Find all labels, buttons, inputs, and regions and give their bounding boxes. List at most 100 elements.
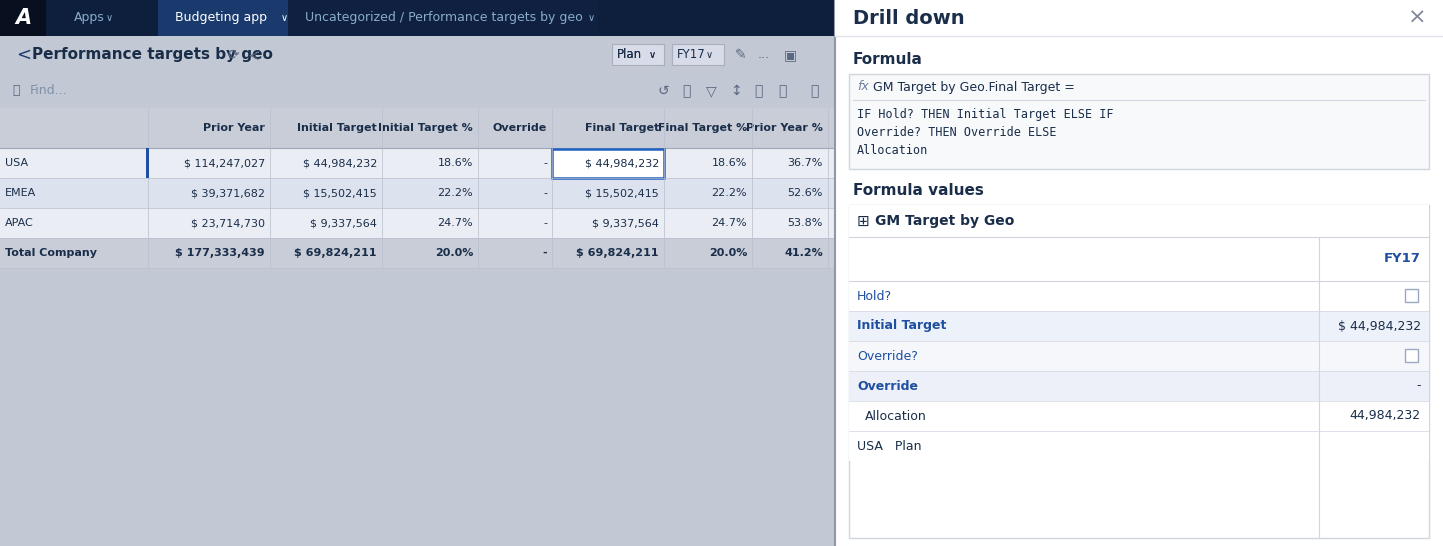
Bar xyxy=(157,0,289,36)
Text: -: - xyxy=(543,188,547,198)
Text: 44,984,232: 44,984,232 xyxy=(1349,410,1421,423)
Bar xyxy=(0,108,835,546)
Text: 22.2%: 22.2% xyxy=(711,188,747,198)
Text: $ 177,333,439: $ 177,333,439 xyxy=(176,248,266,258)
Bar xyxy=(848,371,1429,401)
Text: $ 9,337,564: $ 9,337,564 xyxy=(310,218,377,228)
Text: 22.2%: 22.2% xyxy=(437,188,473,198)
Bar xyxy=(848,74,1429,169)
Text: -: - xyxy=(543,158,547,168)
Text: 🔍: 🔍 xyxy=(955,10,964,26)
Text: Formula: Formula xyxy=(853,52,924,67)
Text: 🗋: 🗋 xyxy=(778,84,786,98)
Text: 18.6%: 18.6% xyxy=(711,158,747,168)
Text: $ 44,984,232: $ 44,984,232 xyxy=(1338,319,1421,333)
Text: ×: × xyxy=(1408,8,1427,28)
Text: ▽: ▽ xyxy=(706,84,717,98)
Text: ?: ? xyxy=(1036,10,1043,26)
Text: $ 15,502,415: $ 15,502,415 xyxy=(303,188,377,198)
Text: Override: Override xyxy=(492,123,547,133)
Text: ⬜: ⬜ xyxy=(683,84,690,98)
Bar xyxy=(835,0,1443,36)
Text: Performance targets by geo: Performance targets by geo xyxy=(32,48,273,62)
Text: $ 23,714,730: $ 23,714,730 xyxy=(190,218,266,228)
Text: Drill down: Drill down xyxy=(853,9,964,27)
Text: Initial Target: Initial Target xyxy=(297,123,377,133)
Text: Hold?: Hold? xyxy=(857,289,892,302)
Text: ∨: ∨ xyxy=(281,13,289,23)
Text: 20.0%: 20.0% xyxy=(709,248,747,258)
Text: EMEA: EMEA xyxy=(4,188,36,198)
Text: Comments: Comments xyxy=(833,123,899,133)
Text: Override?: Override? xyxy=(857,349,918,363)
Bar xyxy=(0,36,835,74)
Bar xyxy=(1405,349,1418,362)
Text: USA: USA xyxy=(4,158,27,168)
Text: 🔔: 🔔 xyxy=(996,10,1004,26)
Text: ✎: ✎ xyxy=(734,48,746,62)
Text: ⟳: ⟳ xyxy=(228,48,240,62)
Text: Allocation: Allocation xyxy=(864,410,926,423)
Text: fx: fx xyxy=(857,80,869,93)
Bar xyxy=(0,178,835,208)
Text: Budgeting app: Budgeting app xyxy=(175,11,267,25)
Text: Total Company: Total Company xyxy=(4,248,97,258)
Text: ...: ... xyxy=(758,49,771,62)
Text: 🔍: 🔍 xyxy=(12,85,20,98)
Bar xyxy=(848,311,1429,341)
Bar xyxy=(0,0,46,36)
Text: Final Target %: Final Target % xyxy=(658,123,747,133)
Text: <: < xyxy=(16,46,30,64)
Bar xyxy=(0,0,1443,36)
Text: Allocation: Allocation xyxy=(857,144,928,157)
Text: ∨: ∨ xyxy=(706,50,713,60)
Text: APAC: APAC xyxy=(4,218,33,228)
Text: ∨: ∨ xyxy=(587,13,595,23)
Bar xyxy=(612,44,664,65)
Text: -: - xyxy=(1417,379,1421,393)
Text: A: A xyxy=(14,8,32,28)
Text: Final Target: Final Target xyxy=(584,123,659,133)
Bar xyxy=(848,281,1429,311)
Text: Prior Year %: Prior Year % xyxy=(746,123,823,133)
Text: $ 15,502,415: $ 15,502,415 xyxy=(586,188,659,198)
Text: Initial Target: Initial Target xyxy=(857,319,947,333)
Text: 52.6%: 52.6% xyxy=(788,188,823,198)
Text: Plan: Plan xyxy=(618,49,642,62)
Bar xyxy=(0,148,835,178)
Text: GM Target by Geo: GM Target by Geo xyxy=(874,214,1014,228)
Text: Prior Year: Prior Year xyxy=(203,123,266,133)
Text: Initial Target %: Initial Target % xyxy=(378,123,473,133)
Text: USA   Plan: USA Plan xyxy=(857,440,922,453)
Text: $ 44,984,232: $ 44,984,232 xyxy=(584,158,659,168)
Bar xyxy=(835,0,1443,546)
Text: -: - xyxy=(543,218,547,228)
Text: $ 69,824,211: $ 69,824,211 xyxy=(294,248,377,258)
Bar xyxy=(672,44,724,65)
Text: 24.7%: 24.7% xyxy=(711,218,747,228)
Bar xyxy=(146,148,149,178)
Text: ⊞: ⊞ xyxy=(857,213,870,228)
Text: $ 69,824,211: $ 69,824,211 xyxy=(577,248,659,258)
Text: $ 44,984,232: $ 44,984,232 xyxy=(303,158,377,168)
Text: -: - xyxy=(543,248,547,258)
Text: 18.6%: 18.6% xyxy=(437,158,473,168)
Bar xyxy=(848,431,1429,461)
Text: ∨: ∨ xyxy=(649,50,657,60)
Bar xyxy=(848,205,1429,237)
Bar xyxy=(848,341,1429,371)
Text: $ 9,337,564: $ 9,337,564 xyxy=(592,218,659,228)
Text: ∨: ∨ xyxy=(649,50,657,60)
Bar xyxy=(1405,289,1418,302)
Text: ∨: ∨ xyxy=(105,13,113,23)
Text: $ 39,371,682: $ 39,371,682 xyxy=(190,188,266,198)
Text: ⬜: ⬜ xyxy=(810,84,818,98)
Bar xyxy=(848,401,1429,431)
Bar xyxy=(0,208,835,238)
Text: Formula values: Formula values xyxy=(853,183,984,198)
Text: $ 114,247,027: $ 114,247,027 xyxy=(183,158,266,168)
Bar xyxy=(0,108,835,148)
Text: Apps: Apps xyxy=(74,11,105,25)
Text: RS: RS xyxy=(1075,11,1095,25)
Bar xyxy=(0,238,835,268)
